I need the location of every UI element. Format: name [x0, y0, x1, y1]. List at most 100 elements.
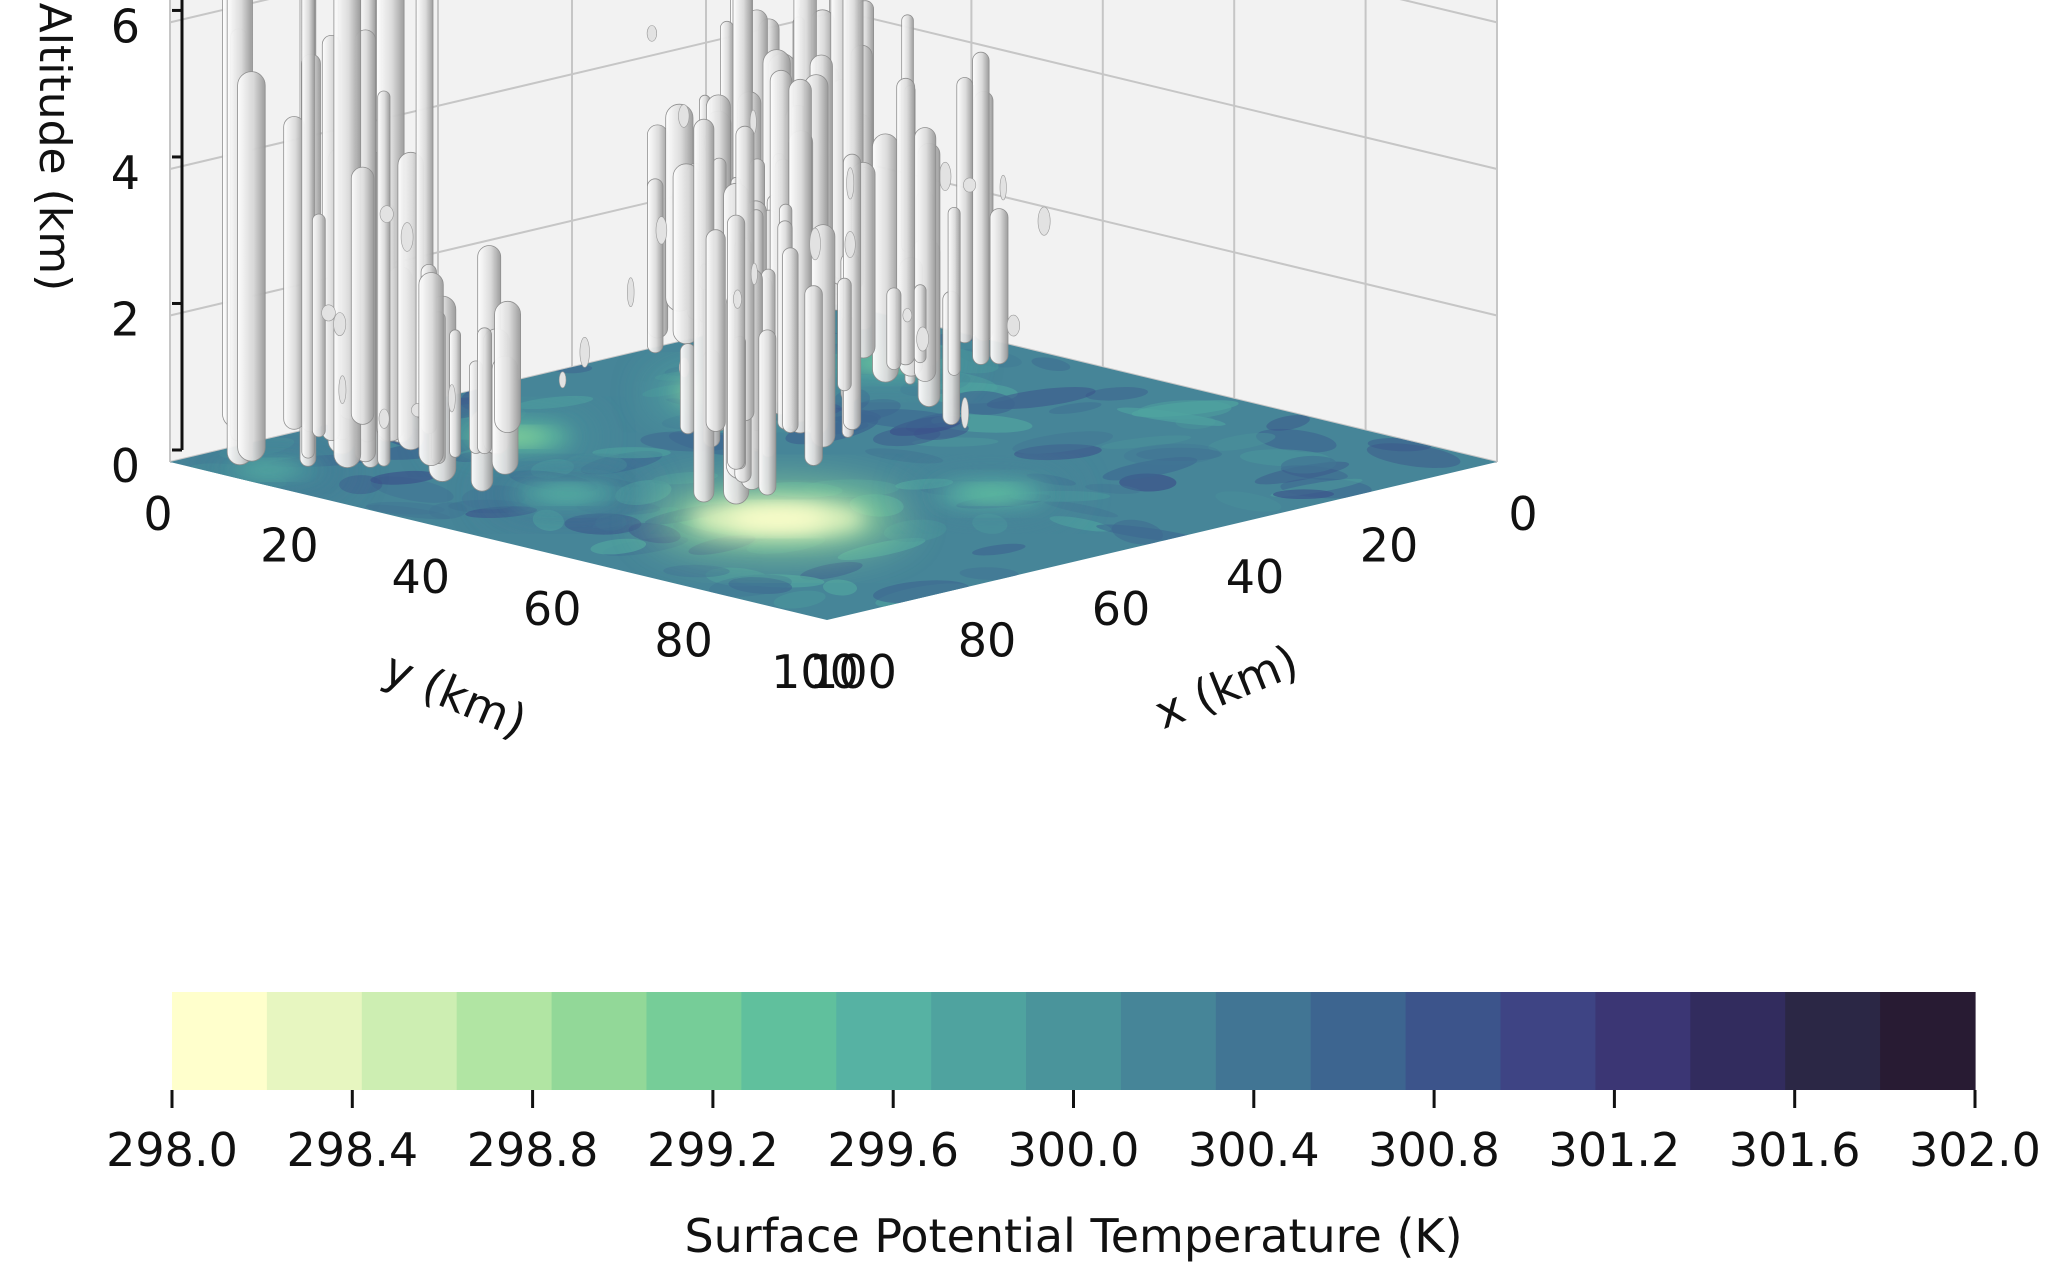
colorbar-tick-label: 298.4	[286, 1123, 418, 1177]
colorbar-segment	[266, 992, 363, 1090]
surface-texture-patch	[972, 543, 1026, 556]
surface-texture-patch	[1215, 491, 1282, 512]
cloud-isosurfaces	[222, 0, 1051, 505]
colorbar-segment	[836, 992, 932, 1090]
cloud-cluster	[222, 0, 434, 468]
surface-texture-patch	[837, 537, 926, 561]
surface-texture-patch	[1280, 455, 1337, 474]
surface-texture-patch	[1085, 387, 1149, 401]
surface-texture-patch	[1208, 432, 1276, 451]
colorbar-segment	[1310, 992, 1407, 1090]
colorbar-tick-label: 299.6	[827, 1123, 959, 1177]
y-axis-label: y (km)	[376, 641, 534, 749]
surface-texture-patch	[1031, 357, 1071, 372]
colorbar-segment	[646, 992, 742, 1090]
cloud-fragment	[939, 161, 952, 191]
x-tick-label: 20	[1360, 519, 1419, 573]
colorbar-tick-label: 299.2	[647, 1123, 779, 1177]
cloud-plume	[494, 300, 522, 433]
surface-texture-patch	[428, 502, 468, 520]
cloud-plume	[679, 343, 696, 435]
surface-texture-patch	[1049, 516, 1112, 532]
surface-texture-patch	[728, 577, 793, 594]
surface-texture-patch	[365, 501, 445, 515]
cloud-fragment	[338, 375, 347, 405]
cloud-fragment	[963, 177, 977, 193]
colorbar-segment	[1690, 992, 1786, 1090]
cloud-plume	[705, 229, 726, 432]
colorbar-segment	[1215, 992, 1312, 1090]
surface-texture-patch	[1101, 435, 1192, 449]
colorbar-tick-label: 302.0	[1909, 1123, 2041, 1177]
surface-potential-temperature-floor	[170, 304, 1497, 620]
cloud-fragment	[626, 277, 635, 308]
colorbar-tick-label: 298.0	[106, 1123, 238, 1177]
surface-texture-patch	[1136, 447, 1222, 462]
cloud-fragment	[678, 104, 690, 128]
colorbar-segment	[1120, 992, 1217, 1090]
colorbar-label: Surface Potential Temperature (K)	[684, 1209, 1462, 1263]
cloud-fragment	[844, 231, 856, 258]
colorbar-tick-label: 300.0	[1008, 1123, 1140, 1177]
surface-texture-patch	[1102, 457, 1198, 481]
surface-texture-patch	[799, 561, 863, 580]
cloud-plume	[350, 166, 375, 425]
z-tick-label: 2	[111, 292, 140, 346]
colorbar-tick-label: 298.8	[467, 1123, 599, 1177]
cloud-plume	[647, 178, 664, 354]
cloud-plume	[377, 90, 391, 467]
x-tick-label: 80	[958, 613, 1017, 667]
colorbar-segment	[1595, 992, 1691, 1090]
cloud-plume	[418, 272, 444, 467]
colorbar-segment	[931, 992, 1027, 1090]
surface-texture-patch	[1123, 443, 1220, 466]
cloud-plume	[237, 71, 266, 462]
cloud-plume	[886, 287, 902, 370]
surface-texture-patch	[1256, 428, 1337, 453]
cloud-fragment	[902, 308, 913, 323]
cloud-plume	[301, 0, 315, 459]
cloud-plume	[727, 214, 746, 470]
cloud-fragment	[558, 371, 567, 389]
cloud-plume	[837, 277, 852, 392]
surface-texture-patch	[370, 470, 437, 485]
colorbar-segment	[1026, 992, 1122, 1090]
warm-pool-core	[961, 487, 1022, 500]
cloud-plume	[947, 206, 961, 376]
x-tick-label: 60	[1092, 582, 1151, 636]
colorbar-segment	[172, 992, 268, 1090]
colorbar-tick-label: 300.4	[1188, 1123, 1320, 1177]
surface-texture-patch	[1012, 431, 1113, 454]
x-tick-label: 0	[1508, 487, 1537, 541]
surface-texture-patch	[592, 447, 671, 459]
colorbar: 298.0 298.4 298.8 299.2 299.6 300.0 300.4 300.8…	[106, 992, 2041, 1263]
cloud-fragment	[655, 216, 668, 245]
surface-texture-patch	[1366, 443, 1461, 468]
colorbar-segment	[361, 992, 458, 1090]
colorbar-tick-label: 301.2	[1549, 1123, 1681, 1177]
z-tick-label: 4	[111, 146, 140, 200]
warm-pool-core	[730, 509, 827, 529]
surface-texture-patch	[1026, 473, 1077, 486]
y-tick-label: 0	[143, 487, 172, 541]
surface-texture-patch	[1014, 444, 1102, 461]
cloud-fragment	[1006, 314, 1021, 337]
cloud-cluster	[851, 51, 1051, 426]
cloud-plume	[913, 284, 927, 364]
y-tick-label: 80	[654, 613, 713, 667]
cloud-fragment	[750, 262, 758, 285]
warm-pool-core	[536, 487, 597, 500]
surface-texture-patch	[1043, 500, 1119, 518]
cloud-fragment	[579, 336, 590, 368]
cloud-fragment	[809, 227, 821, 261]
colorbar-segment	[1785, 992, 1881, 1090]
colorbar-tick-label: 301.6	[1729, 1123, 1861, 1177]
cloud-fragment	[999, 174, 1007, 201]
z-axis-label: Altitude (km)	[29, 3, 80, 292]
surface-texture-patch	[855, 409, 957, 429]
x-axis-label: x (km)	[1147, 634, 1306, 740]
surface-texture-patch	[822, 579, 858, 596]
y-tick-label: 40	[392, 550, 451, 604]
colorbar-segment	[1880, 992, 1976, 1090]
